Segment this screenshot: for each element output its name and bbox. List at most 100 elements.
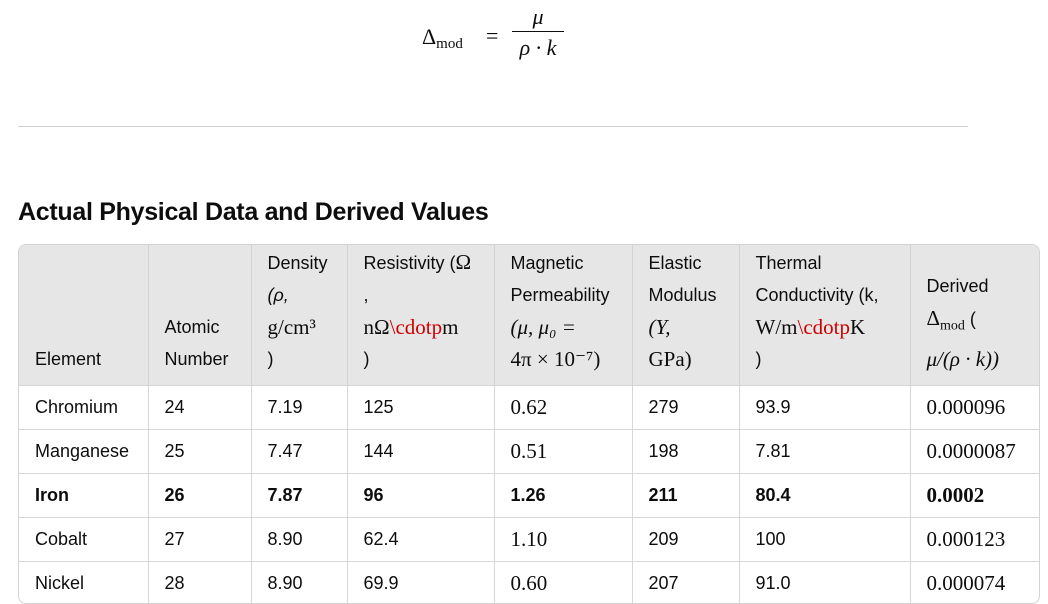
cell-permeability: 0.62 — [494, 385, 633, 429]
latex-error-text: \cdotp — [389, 314, 443, 339]
cell-element: Manganese — [19, 429, 149, 473]
cell-density: 8.90 — [251, 517, 348, 561]
data-table: Element Atomic Number Density (ρ, g/cm³ … — [19, 245, 1039, 603]
cell-permeability: 0.60 — [494, 561, 633, 603]
cell-conductivity: 80.4 — [739, 473, 911, 517]
unit-part: K — [850, 314, 866, 339]
header-permeability: Magnetic Permeability (μ, μ₀ = 4π × 10⁻⁷… — [494, 245, 633, 385]
formula-lhs: Δmod — [422, 24, 463, 53]
cell-atomic: 27 — [148, 517, 252, 561]
cell-element: Chromium — [19, 385, 149, 429]
cell-element: Iron — [19, 473, 149, 517]
cell-modulus: 207 — [632, 561, 740, 603]
data-table-container: Element Atomic Number Density (ρ, g/cm³ … — [18, 244, 1040, 604]
fraction-bar — [512, 31, 564, 32]
table-row: Cobalt 27 8.90 62.4 1.10 209 100 0.000123 — [19, 517, 1039, 561]
header-line: , — [363, 284, 369, 305]
cell-atomic: 25 — [148, 429, 252, 473]
header-element-text: Element — [35, 348, 102, 369]
cell-derived: 0.000096 — [926, 394, 1006, 419]
cell-conductivity: 100 — [739, 517, 911, 561]
delta-symbol: Δ — [926, 305, 941, 330]
unit-part: W/m — [755, 314, 798, 339]
header-line: ) — [363, 348, 370, 369]
table-row: Chromium 24 7.19 125 0.62 279 93.9 0.000096 — [19, 385, 1039, 429]
header-line: W/m\cdotpK — [756, 311, 900, 343]
table-row: Nickel 28 8.90 69.9 0.60 207 91.0 0.000074 — [19, 561, 1039, 603]
cell-derived: 0.0000087 — [926, 438, 1016, 463]
header-line: Number — [164, 348, 229, 369]
section-title: Actual Physical Data and Derived Values — [18, 198, 489, 226]
cell-resistivity: 125 — [347, 385, 495, 429]
header-element: Element — [19, 245, 149, 385]
cell-modulus: 198 — [632, 429, 740, 473]
formula-denominator: ρ · k — [519, 35, 557, 60]
omega-symbol: Ω — [455, 249, 472, 274]
cell-density: 7.19 — [251, 385, 348, 429]
cell-derived: 0.0002 — [926, 482, 985, 507]
cell-conductivity: 93.9 — [739, 385, 911, 429]
unit-part: nΩ — [363, 314, 390, 339]
header-line: GPa) — [648, 346, 692, 371]
cell-atomic: 24 — [148, 385, 252, 429]
formula-subscript: mod — [436, 36, 463, 52]
header-line: Magnetic — [510, 252, 584, 273]
header-line: g/cm³ — [267, 314, 316, 339]
header-resistivity: Resistivity (Ω , nΩ\cdotpm ) — [347, 245, 495, 385]
header-line: ) — [755, 348, 762, 369]
header-line: (μ, μ₀ = — [510, 314, 576, 339]
cell-density: 8.90 — [251, 561, 348, 603]
cell-resistivity: 62.4 — [347, 517, 495, 561]
formula-block: Δmod = μ ρ · k — [422, 4, 582, 68]
cell-density: 7.47 — [251, 429, 348, 473]
header-line: ) — [267, 348, 274, 369]
cell-conductivity: 7.81 — [739, 429, 911, 473]
cell-atomic: 26 — [148, 473, 252, 517]
cell-modulus: 211 — [632, 473, 740, 517]
formula-numerator: μ — [532, 4, 544, 29]
header-derived: Derived Δmod ( μ/(ρ · k)) — [910, 245, 1039, 385]
cell-derived: 0.000074 — [926, 570, 1006, 595]
cell-element: Nickel — [19, 561, 149, 603]
cell-atomic: 28 — [148, 561, 252, 603]
header-line: Resistivity (Ω — [364, 246, 484, 279]
unit-part: m — [442, 314, 459, 339]
header-text: ( — [964, 308, 976, 329]
header-thermal-conductivity: Thermal Conductivity (k, W/m\cdotpK ) — [739, 245, 911, 385]
header-line: (ρ, — [267, 284, 289, 305]
cell-modulus: 209 — [632, 517, 740, 561]
header-line: (Y, — [648, 314, 671, 339]
cell-resistivity: 96 — [347, 473, 495, 517]
table-header-row: Element Atomic Number Density (ρ, g/cm³ … — [19, 245, 1039, 385]
header-line: Conductivity (k, — [755, 284, 879, 305]
formula-delta: Δ — [422, 24, 437, 49]
header-density: Density (ρ, g/cm³ ) — [251, 245, 348, 385]
formula-equals: = — [486, 23, 499, 48]
cell-density: 7.87 — [251, 473, 348, 517]
table-row: Manganese 25 7.47 144 0.51 198 7.81 0.0000087 — [19, 429, 1039, 473]
header-line: Atomic — [164, 316, 220, 337]
cell-modulus: 279 — [632, 385, 740, 429]
latex-error-text: \cdotp — [797, 314, 851, 339]
table-body: Chromium 24 7.19 125 0.62 279 93.9 0.000096 Mang… — [19, 385, 1039, 603]
table-row: Iron 26 7.87 96 1.26 211 80.4 0.0002 — [19, 473, 1039, 517]
header-line: μ/(ρ · k)) — [926, 346, 1000, 371]
cell-permeability: 0.51 — [494, 429, 633, 473]
header-line: Thermal — [755, 252, 822, 273]
delta-subscript: mod — [940, 318, 965, 334]
cell-resistivity: 69.9 — [347, 561, 495, 603]
header-atomic-number: Atomic Number — [148, 245, 252, 385]
cell-permeability: 1.10 — [494, 517, 633, 561]
cell-derived: 0.000123 — [926, 526, 1006, 551]
cell-element: Cobalt — [19, 517, 149, 561]
cell-permeability: 1.26 — [494, 473, 633, 517]
cell-conductivity: 91.0 — [739, 561, 911, 603]
header-line: Derived — [926, 275, 989, 296]
header-line: Elastic — [648, 252, 702, 273]
header-line: 4π × 10⁻⁷) — [510, 346, 601, 371]
horizontal-divider — [18, 126, 968, 127]
header-line: Permeability — [510, 284, 610, 305]
header-line: Modulus — [648, 284, 717, 305]
header-line: Density — [267, 252, 328, 273]
formula-fraction: μ ρ · k — [512, 4, 564, 61]
